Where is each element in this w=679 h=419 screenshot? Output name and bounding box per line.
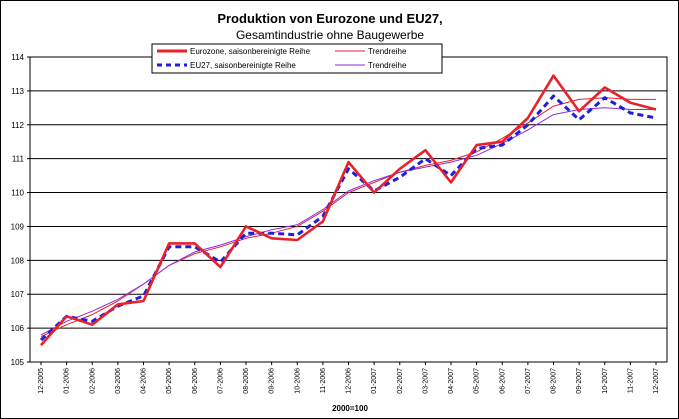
x-tick-label: 12-2005: [38, 368, 45, 394]
x-axis-ticks: 12-2005 01-2006 02-2006 03-2006 04-2006 05-20…: [38, 362, 660, 394]
chart-title: Produktion von Eurozone und EU27,: [217, 11, 442, 26]
x-tick-label: 12-2007: [653, 368, 660, 394]
y-tick-label: 106: [11, 324, 25, 333]
series-lines: [39, 74, 657, 346]
legend-box: [151, 43, 443, 74]
x-tick-label: 10-2007: [602, 368, 609, 394]
legend-label-eu27-trend: Trendreihe: [368, 61, 407, 70]
x-tick-label: 03-2007: [422, 368, 429, 394]
x-tick-label: 01-2006: [64, 368, 71, 394]
x-tick-label: 04-2006: [141, 368, 148, 394]
x-tick-label: 11-2006: [320, 368, 327, 393]
x-tick-label: 11-2007: [627, 368, 634, 393]
y-tick-label: 112: [11, 121, 24, 130]
y-tick-label: 107: [11, 290, 25, 299]
x-tick-label: 02-2007: [397, 368, 404, 394]
x-tick-label: 01-2007: [371, 368, 378, 394]
legend-label-eu27: EU27, saisonbereinigte Reihe: [190, 61, 296, 70]
legend: Eurozone, saisonbereinigte Reihe EU27, s…: [151, 43, 443, 74]
x-tick-label: 05-2007: [474, 368, 481, 394]
x-tick-label: 07-2006: [217, 368, 224, 394]
y-tick-label: 113: [11, 87, 24, 96]
legend-label-eurozone: Eurozone, saisonbereinigte Reihe: [190, 47, 311, 56]
series-line-eu27-trend: [40, 107, 656, 336]
x-tick-label: 06-2007: [499, 368, 506, 394]
x-tick-label: 03-2006: [115, 368, 122, 394]
x-tick-label: 09-2006: [269, 368, 276, 394]
x-tick-label: 07-2007: [525, 368, 532, 394]
x-tick-label: 09-2007: [576, 368, 583, 394]
x-tick-label: 08-2006: [243, 368, 250, 394]
y-tick-label: 108: [11, 256, 25, 265]
y-tick-label: 105: [11, 358, 25, 367]
y-tick-label: 110: [11, 189, 24, 198]
chart-subtitle: Gesamtindustrie ohne Baugewerbe: [236, 28, 424, 42]
x-tick-label: 04-2007: [448, 368, 455, 394]
legend-label-eurozone-trend: Trendreihe: [368, 47, 407, 56]
y-axis-ticks: 105 106 107 108 109 110 111 112 113 114: [11, 53, 30, 367]
x-tick-label: 10-2006: [294, 368, 301, 394]
plot-area: [29, 56, 668, 363]
y-tick-label: 114: [11, 53, 24, 62]
series-line-eurozone: [40, 74, 657, 346]
x-tick-label: 05-2006: [166, 368, 173, 394]
x-tick-label: 02-2006: [89, 368, 96, 394]
x-tick-label: 08-2007: [551, 368, 558, 394]
x-tick-label: 06-2006: [192, 368, 199, 394]
y-tick-label: 109: [11, 222, 25, 231]
y-tick-label: 111: [12, 155, 25, 164]
x-axis-label: 2000=100: [332, 404, 368, 413]
x-tick-label: 12-2006: [346, 368, 353, 394]
series-line-eu27: [39, 94, 657, 342]
